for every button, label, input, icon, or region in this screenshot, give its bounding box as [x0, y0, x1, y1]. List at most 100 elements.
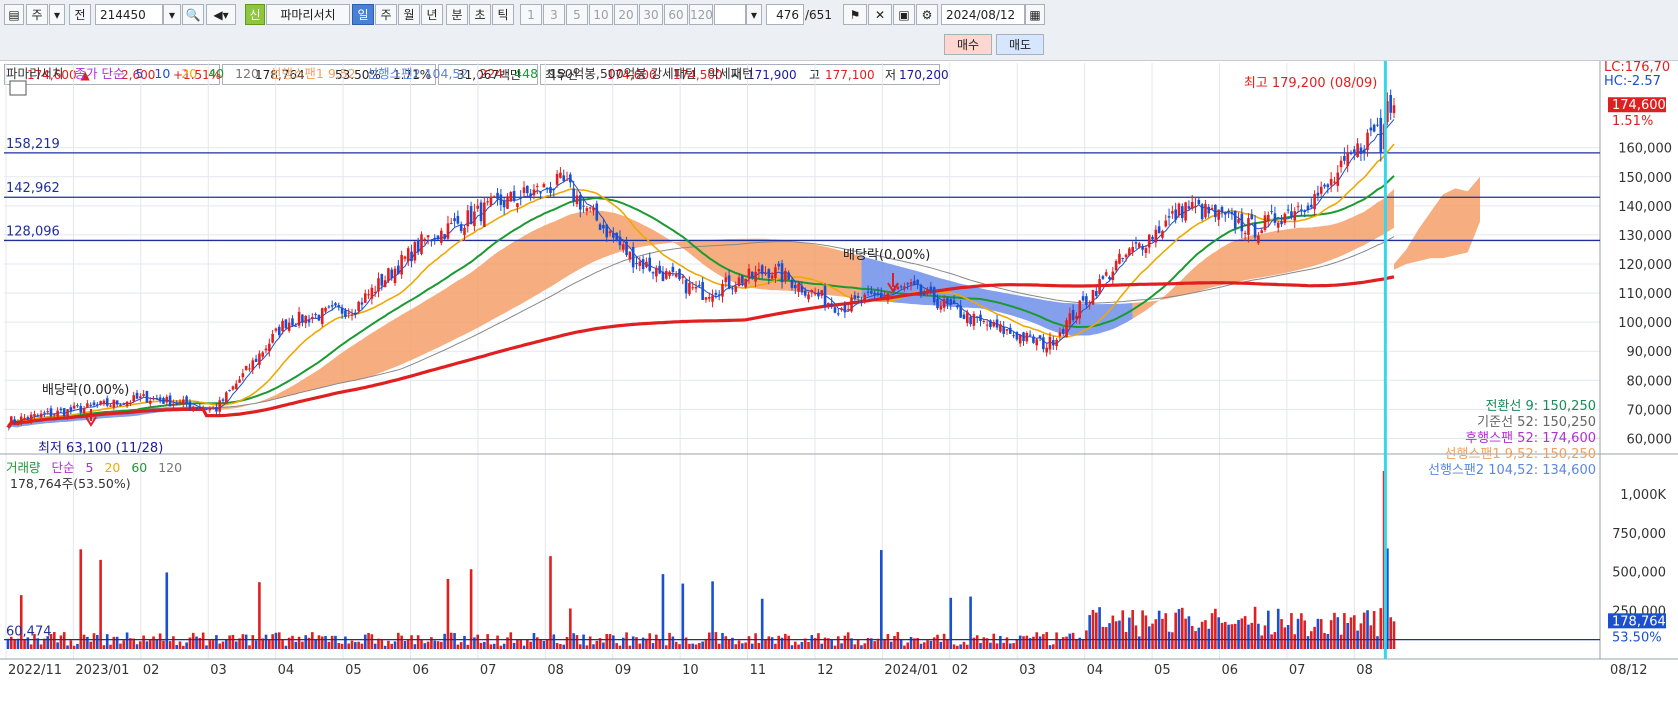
- volume-bar: [1223, 621, 1227, 649]
- crosshair-icon[interactable]: ✕: [868, 4, 892, 25]
- count-input[interactable]: 476: [766, 4, 804, 25]
- candle-body: [1180, 206, 1184, 219]
- interval-5[interactable]: 5: [566, 4, 588, 25]
- sell-button[interactable]: 매도: [996, 34, 1044, 55]
- save-icon[interactable]: ▣: [893, 4, 915, 25]
- volume-bar: [413, 644, 417, 649]
- candle-body: [1362, 149, 1366, 153]
- buy-button[interactable]: 매수: [944, 34, 992, 55]
- volume-bar: [1124, 631, 1128, 649]
- candle-body: [1042, 337, 1045, 350]
- gear-icon[interactable]: ⚙: [916, 4, 938, 25]
- volume-bar: [559, 644, 562, 649]
- interval-30[interactable]: 30: [639, 4, 663, 25]
- chevron-down-icon[interactable]: ▾: [49, 4, 65, 25]
- custom-interval-input[interactable]: [714, 4, 746, 25]
- tab-week[interactable]: 주: [375, 4, 397, 25]
- candle-body: [449, 223, 453, 225]
- chevron-down-icon[interactable]: ▾: [163, 4, 181, 25]
- volume-bar: [165, 572, 169, 649]
- tab-second[interactable]: 초: [469, 4, 491, 25]
- tab-year[interactable]: 년: [421, 4, 443, 25]
- date-input[interactable]: 2024/08/12: [941, 4, 1025, 25]
- chart-area[interactable]: 158,219 142,962 128,096 160,000 150,000 140,…: [0, 60, 1678, 720]
- candle-body: [228, 390, 231, 392]
- sound-icon[interactable]: ◀▾: [206, 4, 236, 25]
- volume-bar: [932, 637, 936, 649]
- pin-icon[interactable]: ⚑: [843, 4, 867, 25]
- volume-bar: [793, 641, 797, 649]
- candle-body: [92, 402, 96, 406]
- tab-tick[interactable]: 틱: [492, 4, 514, 25]
- candle-body: [410, 251, 413, 262]
- scope-select[interactable]: 전: [69, 4, 91, 25]
- candle-body: [635, 263, 638, 265]
- candle-body: [466, 210, 470, 227]
- candle-body: [1061, 329, 1065, 334]
- candle-body: [552, 188, 556, 190]
- volume-bar: [797, 644, 800, 649]
- volume-bar: [549, 556, 552, 649]
- candle-body: [1174, 209, 1177, 220]
- candle-body: [334, 303, 337, 306]
- candle-body: [109, 405, 112, 407]
- interval-1[interactable]: 1: [520, 4, 542, 25]
- volume-bar: [674, 641, 678, 649]
- legend-ma448: 448: [514, 66, 539, 81]
- candle-body: [1273, 213, 1277, 223]
- interval-3[interactable]: 3: [543, 4, 565, 25]
- calendar-icon[interactable]: ▦: [1025, 4, 1045, 25]
- candle-body: [271, 333, 274, 343]
- candle-body: [1270, 211, 1273, 213]
- tab-month[interactable]: 월: [398, 4, 420, 25]
- candle-body: [291, 318, 294, 326]
- candle-body: [215, 406, 218, 412]
- volume-bar: [1025, 635, 1029, 649]
- price-volume-chart[interactable]: 158,219 142,962 128,096 160,000 150,000 140,…: [0, 60, 1678, 720]
- volume-bar: [19, 595, 23, 649]
- candle-body: [969, 316, 972, 325]
- volume-bar: [1207, 628, 1211, 649]
- candle-body: [1068, 313, 1072, 325]
- candle-body: [456, 215, 460, 224]
- candle-body: [1267, 214, 1270, 221]
- legend-ma5: 5: [135, 66, 144, 81]
- tab-minute[interactable]: 분: [446, 4, 468, 25]
- volume-tick-label: 500,000: [1612, 566, 1666, 581]
- dividend-arrow: [887, 273, 899, 293]
- volume-bar: [1154, 619, 1158, 649]
- candle-body: [39, 413, 43, 418]
- stock-code-input[interactable]: 214450: [95, 4, 163, 25]
- candle-body: [1045, 347, 1048, 353]
- volume-bar: [1088, 615, 1091, 649]
- volume-bar: [1015, 640, 1019, 649]
- tab-day[interactable]: 일: [352, 4, 374, 25]
- period-select[interactable]: 주: [26, 4, 48, 25]
- total-count: /651: [805, 8, 832, 22]
- interval-120[interactable]: 120: [689, 4, 713, 25]
- volume-ratio: 53.50%: [335, 68, 381, 82]
- candle-body: [102, 400, 106, 404]
- candle-body: [618, 236, 622, 246]
- candle-body: [903, 286, 906, 289]
- legend-ma10: 10: [154, 66, 171, 81]
- volume-bar: [357, 641, 360, 649]
- candle-body: [721, 284, 724, 297]
- chevron-down-icon[interactable]: ▾: [746, 4, 762, 25]
- calculator-icon[interactable]: [9, 80, 27, 96]
- interval-10[interactable]: 10: [589, 4, 613, 25]
- candle-body: [251, 360, 255, 371]
- volume-bar: [717, 643, 721, 649]
- volume-bar: [383, 645, 387, 649]
- interval-60[interactable]: 60: [664, 4, 688, 25]
- stock-name[interactable]: 파마리서치: [266, 4, 350, 25]
- interval-20[interactable]: 20: [614, 4, 638, 25]
- volume-bar: [1071, 632, 1075, 649]
- volume-bar: [879, 550, 883, 649]
- volume-bar: [291, 635, 294, 649]
- search-icon[interactable]: 🔍: [182, 4, 204, 25]
- volume-bar: [1260, 635, 1263, 649]
- candle-body: [1372, 124, 1376, 132]
- layout-icon[interactable]: ▤: [4, 4, 24, 25]
- volume-bar: [889, 641, 893, 649]
